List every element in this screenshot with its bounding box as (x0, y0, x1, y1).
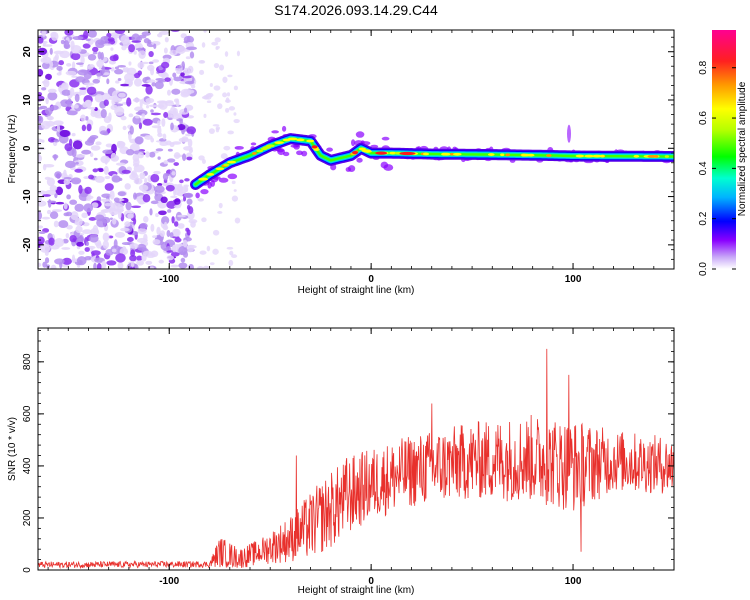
snr-x-tick-label: 100 (565, 576, 582, 587)
spectrogram-x-tick-label: 100 (565, 274, 582, 285)
spectrogram-plot-area (38, 30, 674, 269)
snr-y-tick-label: 200 (22, 509, 33, 526)
snr-ticks: -100 0 100 0 200 400 600 800 (22, 328, 675, 587)
snr-y-tick-label: 0 (22, 567, 33, 573)
colorbar-tick-label: 0.0 (698, 262, 709, 276)
snr-x-axis-label: Height of straight line (km) (298, 585, 415, 596)
colorbar-tick-label: 0.6 (698, 111, 709, 125)
spectrogram-x-tick-label: -100 (159, 274, 179, 285)
spectrogram-y-axis-label: Frequency (Hz) (7, 115, 18, 184)
colorbar: 0.0 0.2 0.4 0.6 0.8 Normalized spectral ampl… (698, 30, 748, 276)
colorbar-gradient (712, 30, 736, 269)
spectrogram-y-tick-label: 0 (22, 145, 33, 151)
spectrogram-y-tick-label: -20 (22, 237, 33, 252)
colorbar-tick-label: 0.4 (698, 161, 709, 175)
spectrogram-y-tick-label: -10 (22, 189, 33, 204)
spectrogram-y-tick-label: 10 (22, 94, 33, 106)
colorbar-label: Normalized spectral amplitude (737, 81, 748, 216)
spectrogram-frame (37, 29, 675, 270)
snr-y-axis-label: SNR (10 * v/v) (7, 417, 18, 481)
colorbar-ticks: 0.0 0.2 0.4 0.6 0.8 (698, 60, 736, 276)
colorbar-tick-label: 0.2 (698, 211, 709, 225)
spectrogram-y-tick-label: 20 (22, 46, 33, 58)
snr-y-tick-label: 800 (22, 353, 33, 370)
snr-panel: -100 0 100 0 200 400 600 800 Height of straight… (7, 327, 675, 596)
spectrogram-x-tick-label: 0 (368, 274, 374, 285)
colorbar-tick-label: 0.8 (698, 60, 709, 74)
snr-x-tick-label: -100 (159, 576, 179, 587)
spectrogram-x-axis-label: Height of straight line (km) (298, 285, 415, 296)
snr-frame (37, 327, 675, 571)
figure-title: S174.2026.093.14.29.C44 (274, 2, 438, 18)
snr-series-line (38, 348, 674, 570)
snr-y-tick-label: 400 (22, 457, 33, 474)
snr-y-tick-label: 600 (22, 405, 33, 422)
snr-x-tick-label: 0 (368, 576, 374, 587)
